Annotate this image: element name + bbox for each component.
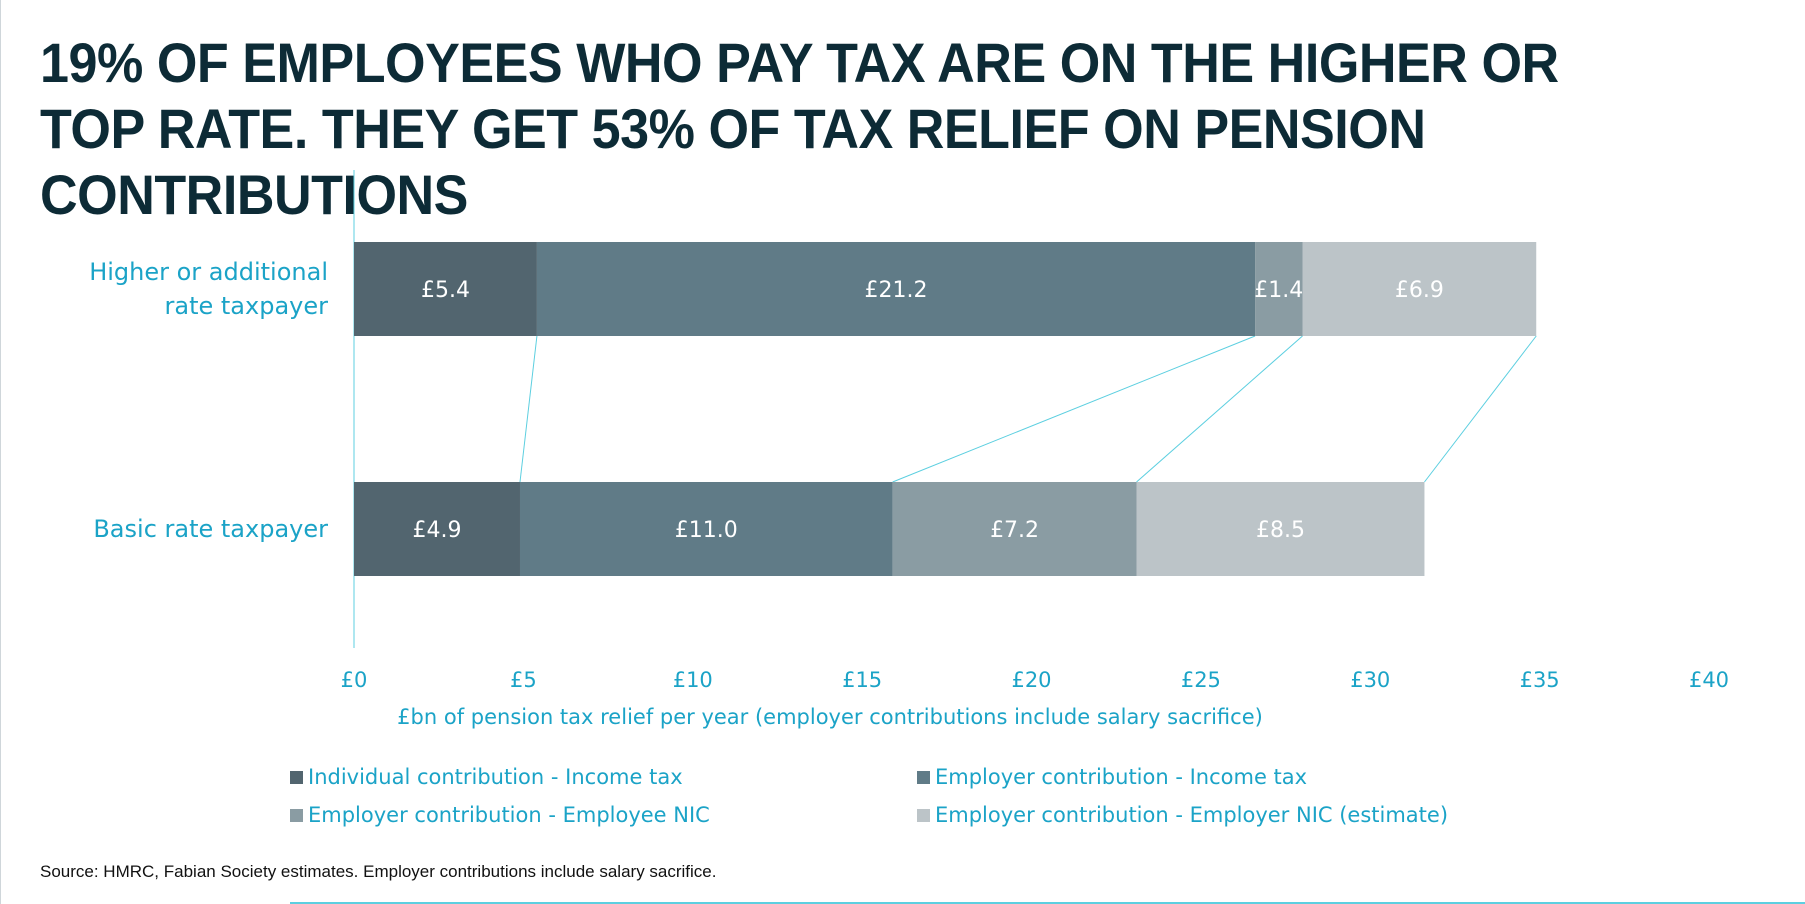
legend-item-1: Individual contribution - Income tax xyxy=(290,765,683,789)
chart-title: 19% OF EMPLOYEES WHO PAY TAX ARE ON THE … xyxy=(40,31,1559,226)
legend-swatch-3 xyxy=(290,808,303,822)
x-tick-label-5: £20 xyxy=(1011,668,1051,692)
data-label-2-4: £8.5 xyxy=(1256,518,1305,543)
category-label-2-line-1: Basic rate taxpayer xyxy=(93,515,328,543)
data-label-2-2: £11.0 xyxy=(675,518,738,543)
legend-label-4: Employer contribution - Employer NIC (es… xyxy=(935,803,1449,827)
bar-segment-1-1 xyxy=(354,242,537,336)
legend-swatch-2 xyxy=(917,770,930,784)
series-connector-line-1 xyxy=(519,335,538,483)
data-label-2-3: £7.2 xyxy=(990,518,1039,543)
x-tick-label-7: £30 xyxy=(1350,668,1390,692)
bottom-rule xyxy=(290,902,1805,904)
x-tick-label-9: £40 xyxy=(1689,668,1729,692)
x-tick-label-2: £5 xyxy=(510,668,537,692)
x-tick-label-4: £15 xyxy=(842,668,882,692)
source-note: Source: HMRC, Fabian Society estimates. … xyxy=(40,862,717,881)
legend-item-4: Employer contribution - Employer NIC (es… xyxy=(917,803,1448,827)
legend-label-3: Employer contribution - Employee NIC xyxy=(308,803,710,827)
legend-label-1: Individual contribution - Income tax xyxy=(308,765,683,789)
data-label-2-1: £4.9 xyxy=(413,518,462,543)
legend-label-2: Employer contribution - Income tax xyxy=(935,765,1308,789)
series-connector-line-3 xyxy=(1136,335,1303,483)
category-label-1-line-1: Higher or additional xyxy=(89,258,328,286)
bar-segment-1-4 xyxy=(1302,242,1537,336)
x-tick-label-8: £35 xyxy=(1520,668,1560,692)
x-tick-label-3: £10 xyxy=(673,668,713,692)
bar-segment-1-3 xyxy=(1255,242,1303,336)
data-label-1-3: £1.4 xyxy=(1254,278,1303,303)
x-tick-label-6: £25 xyxy=(1181,668,1221,692)
series-connector-line-2 xyxy=(892,335,1256,483)
x-axis-title: £bn of pension tax relief per year (empl… xyxy=(397,705,1263,729)
bar-segment-2-3 xyxy=(892,482,1137,576)
legend-swatch-4 xyxy=(917,808,930,822)
data-label-1-2: £21.2 xyxy=(865,278,928,303)
x-tick-label-1: £0 xyxy=(341,668,368,692)
data-label-1-4: £6.9 xyxy=(1395,278,1444,303)
bar-segment-2-2 xyxy=(519,482,893,576)
legend-item-2: Employer contribution - Income tax xyxy=(917,765,1307,789)
bar-segment-2-4 xyxy=(1136,482,1425,576)
bar-segment-1-2 xyxy=(536,242,1256,336)
data-label-1-1: £5.4 xyxy=(421,278,470,303)
category-label-1-line-2: rate taxpayer xyxy=(165,292,329,320)
series-connector-line-4 xyxy=(1424,335,1537,483)
bar-segment-2-1 xyxy=(354,482,520,576)
legend-swatch-1 xyxy=(290,770,303,784)
legend-item-3: Employer contribution - Employee NIC xyxy=(290,803,710,827)
